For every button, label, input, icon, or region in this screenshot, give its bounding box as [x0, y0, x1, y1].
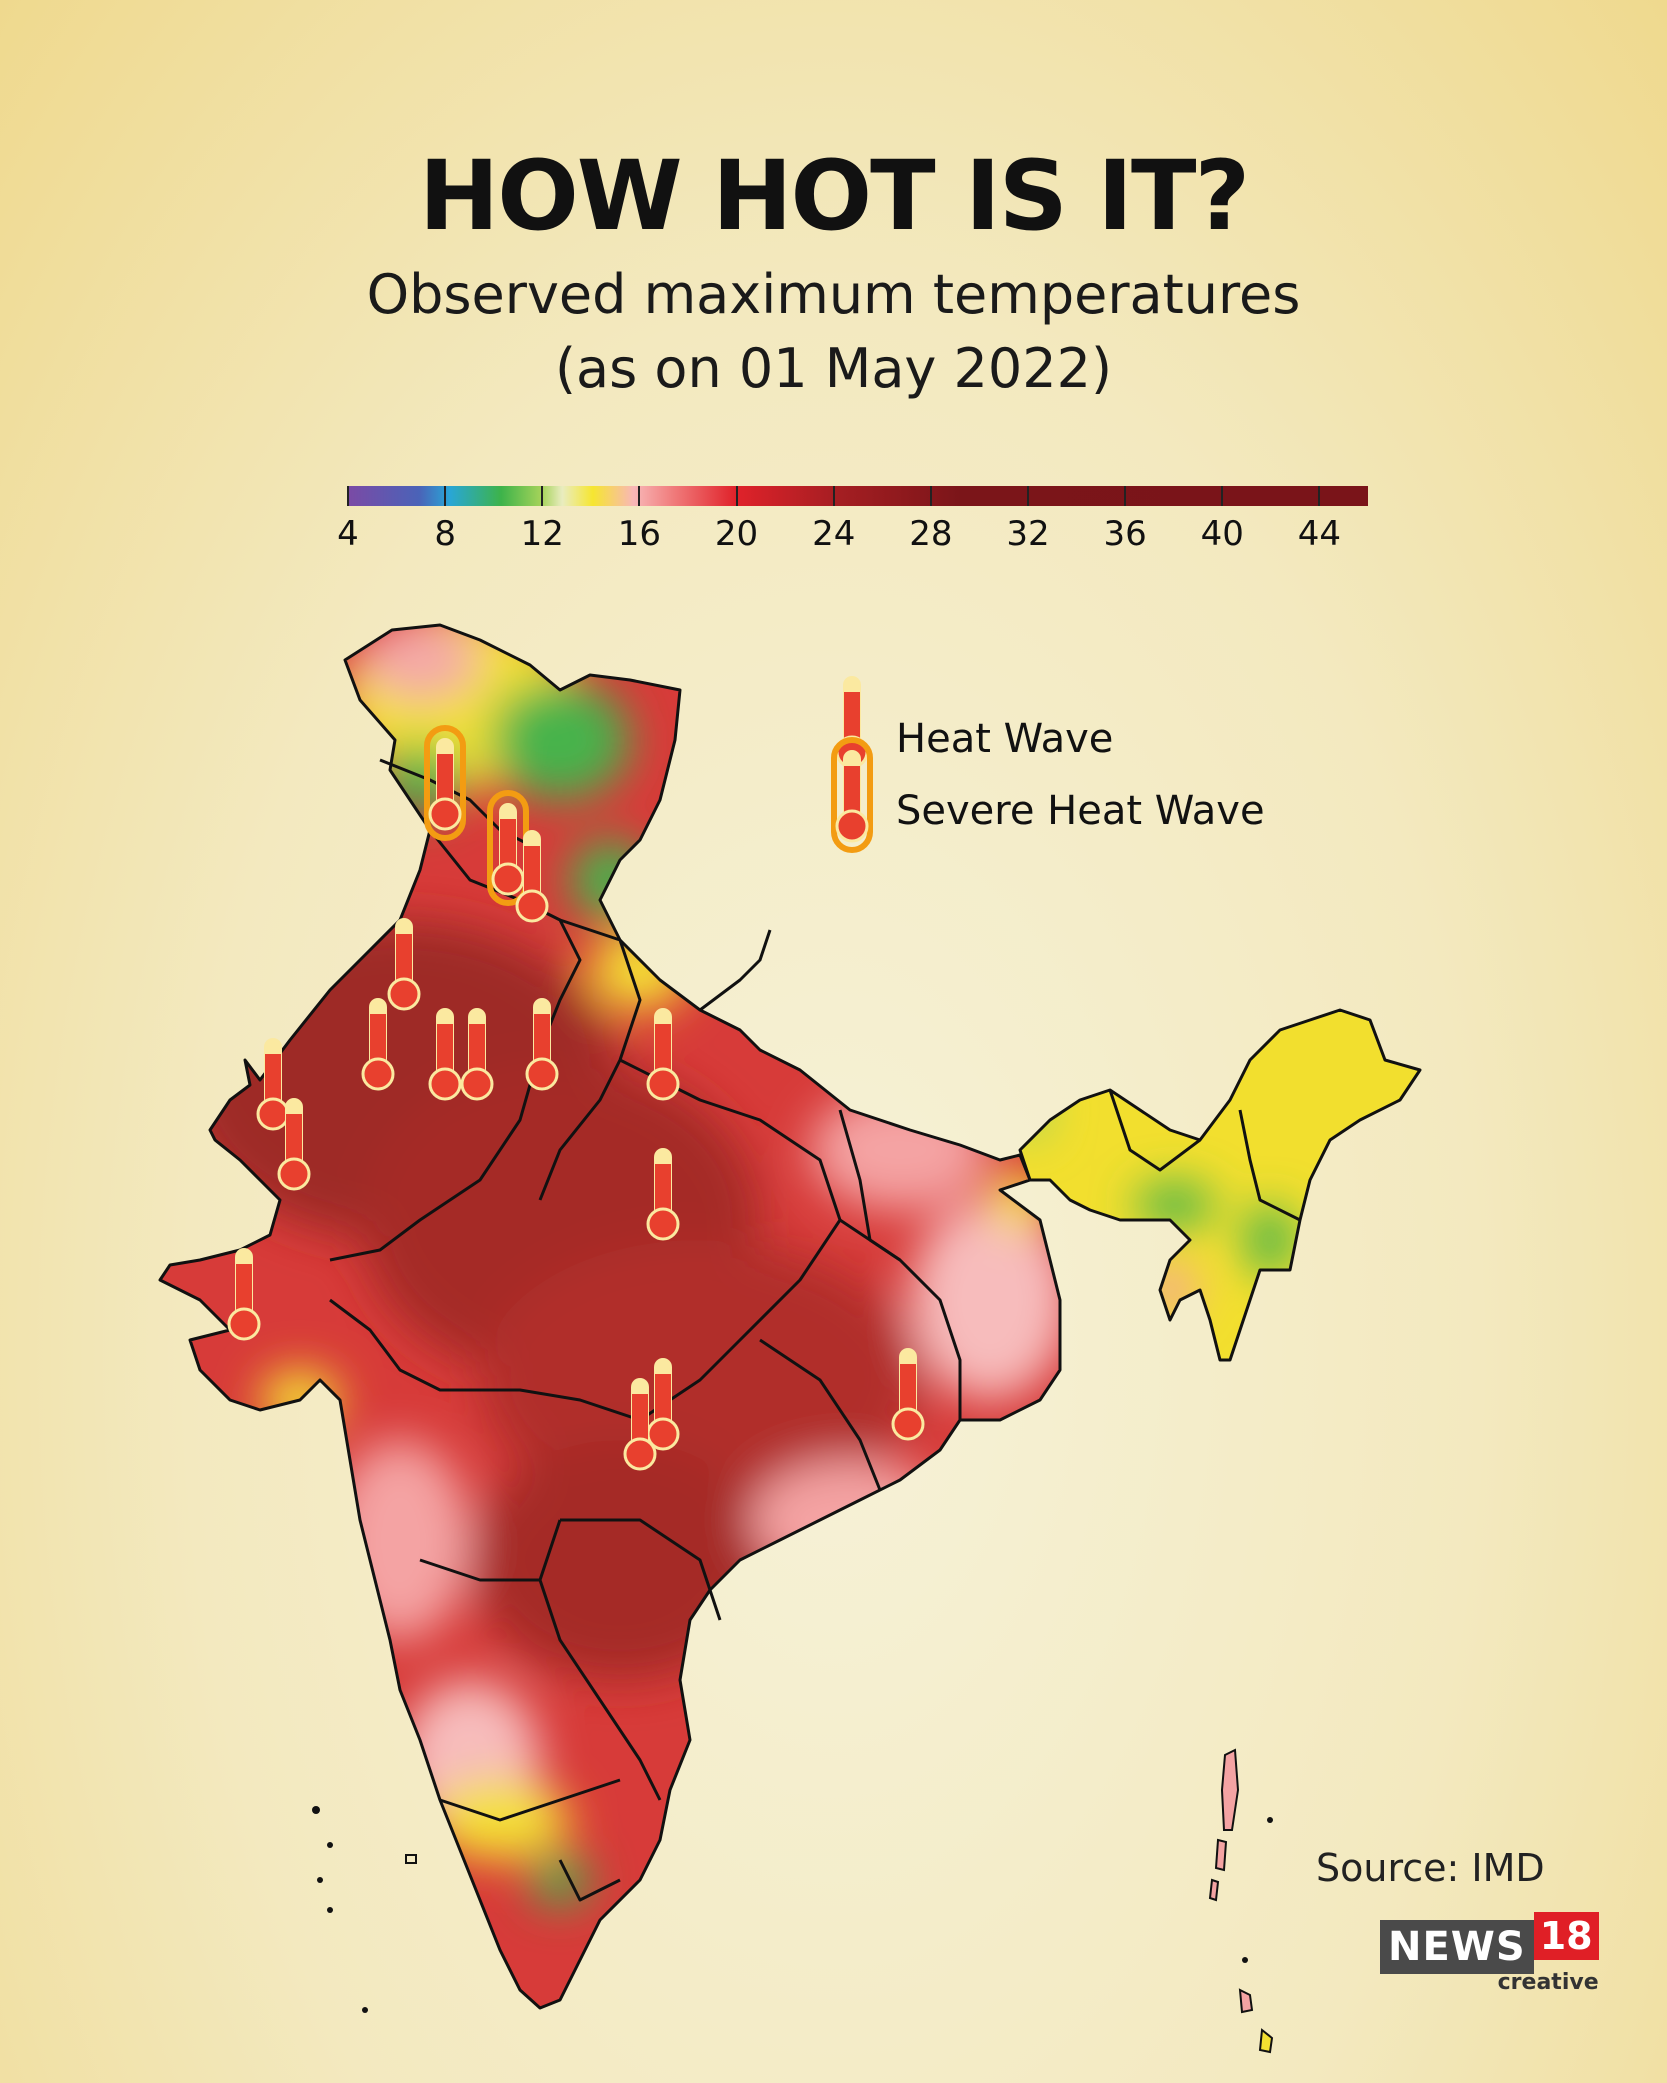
heat-wave-marker: [646, 1358, 680, 1451]
temperature-colorbar: [348, 486, 1368, 506]
colorbar-tick-label: 20: [714, 514, 759, 554]
subtitle-line-1: Observed maximum temperatures: [366, 263, 1301, 326]
heat-wave-marker: [277, 1098, 311, 1191]
logo-tagline: creative: [1497, 1970, 1599, 1995]
colorbar-tick: [1318, 486, 1321, 506]
colorbar-tick: [1027, 486, 1029, 506]
colorbar-tick: [347, 486, 349, 506]
news18-logo: NEWS 18 creative: [1380, 1912, 1599, 1995]
colorbar-tick-label: 44: [1297, 514, 1342, 554]
heat-wave-marker: [646, 1008, 680, 1101]
colorbar-tick-label: 36: [1103, 514, 1147, 554]
heat-wave-markers: [227, 725, 925, 1471]
heat-wave-marker: [623, 1378, 657, 1471]
colorbar-tick: [1124, 486, 1127, 506]
northeast-heat-layer: [1020, 1010, 1420, 1360]
colorbar-tick-label: 24: [812, 514, 856, 554]
colorbar-tick-label: 4: [337, 514, 359, 554]
legend-severe-heat-wave-icon: [831, 737, 873, 853]
heat-wave-marker: [361, 998, 395, 1091]
source-credit: Source: IMD: [1316, 1846, 1545, 1890]
heat-wave-marker: [525, 998, 559, 1091]
colorbar-tick-label: 8: [434, 514, 456, 554]
heat-wave-marker: [256, 1038, 290, 1131]
heat-wave-marker: [460, 1008, 494, 1101]
legend-icons: [831, 676, 873, 853]
colorbar-tick: [444, 486, 447, 506]
colorbar-tick: [735, 486, 738, 506]
legend-severe-heat-wave-label: Severe Heat Wave: [896, 788, 1265, 834]
heat-wave-marker: [891, 1348, 925, 1441]
colorbar-tick: [1221, 486, 1224, 506]
severe-heat-wave-marker: [424, 725, 466, 841]
page-subtitle: Observed maximum temperatures (as on 01 …: [0, 258, 1667, 406]
heat-wave-marker: [646, 1148, 680, 1241]
colorbar-tick-label: 12: [520, 514, 564, 554]
colorbar-tick-label: 32: [1006, 514, 1050, 554]
colorbar-tick: [541, 486, 544, 506]
logo-number: 18: [1533, 1912, 1599, 1960]
heat-wave-marker: [428, 1008, 462, 1101]
subtitle-line-2: (as on 01 May 2022): [554, 337, 1113, 400]
colorbar-tick: [638, 486, 641, 506]
logo-news-text: NEWS: [1380, 1920, 1534, 1974]
andaman-islands: [1208, 1748, 1274, 2054]
colorbar-tick-label: 16: [617, 514, 662, 554]
lakshadweep-islands: [312, 1806, 1273, 2013]
map-borders: [158, 623, 1422, 2010]
heat-wave-marker: [227, 1248, 261, 1341]
colorbar-tick-label: 28: [909, 514, 953, 554]
colorbar-tick: [929, 486, 932, 506]
heat-wave-marker: [515, 830, 549, 923]
colorbar-tick-label: 40: [1200, 514, 1244, 554]
heat-wave-marker: [387, 918, 421, 1011]
page-title: HOW HOT IS IT?: [418, 140, 1250, 252]
legend-heat-wave-label: Heat Wave: [896, 716, 1114, 762]
colorbar-tick: [832, 486, 835, 506]
